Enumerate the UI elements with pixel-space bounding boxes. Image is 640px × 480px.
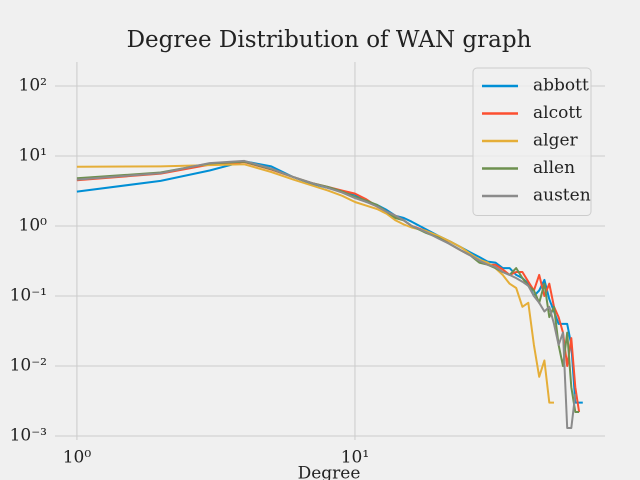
legend-label: austen: [533, 186, 591, 206]
legend-label: abbott: [533, 76, 589, 96]
y-tick-label: 10⁰: [19, 215, 48, 235]
legend-label: allen: [533, 158, 575, 178]
y-tick-label: 10⁻¹: [10, 285, 47, 305]
lines: [76, 159, 583, 429]
y-tick-label: 10²: [19, 75, 47, 95]
x-tick-label: 10⁰: [63, 448, 92, 468]
legend-label: alger: [533, 131, 579, 151]
x-axis-label: Degree: [298, 464, 361, 480]
y-tick-label: 10¹: [19, 145, 47, 165]
y-tick-label: 10⁻²: [10, 356, 47, 376]
grid: 10⁻³ 10⁻² 10⁻¹ 10⁰ 10¹ 10² 10⁰ 10¹: [10, 62, 605, 468]
chart-title: Degree Distribution of WAN graph: [127, 27, 532, 53]
x-tick-label: 10¹: [341, 448, 369, 468]
legend: abbott alcott alger allen austen: [472, 67, 592, 216]
legend-box: [472, 67, 592, 216]
series-line: [76, 159, 577, 429]
legend-label: alcott: [533, 103, 582, 123]
series-line: [76, 163, 554, 404]
y-tick-label: 10⁻³: [10, 426, 47, 446]
